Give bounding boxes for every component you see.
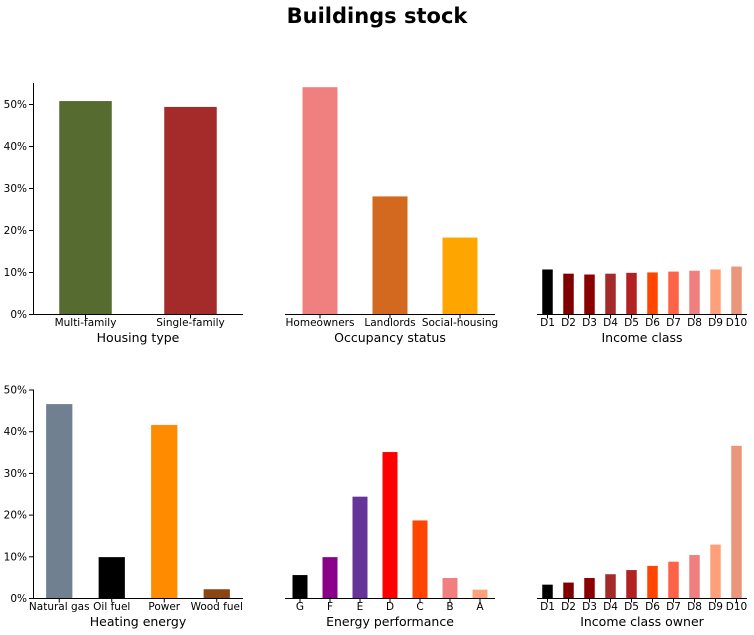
bar <box>647 272 658 314</box>
bar <box>605 273 616 314</box>
bar <box>164 106 217 314</box>
x-tick-label: G <box>296 601 304 613</box>
x-tick-label: Landlords <box>364 317 415 329</box>
x-axis-label: Heating energy <box>90 614 187 629</box>
x-tick-label: D9 <box>708 601 723 613</box>
x-tick-label: D2 <box>561 317 576 329</box>
x-tick-label: D7 <box>666 317 681 329</box>
bar <box>472 589 488 598</box>
x-axis-label: Income class owner <box>580 614 704 629</box>
y-tick-label: 40% <box>4 426 27 438</box>
y-tick-label: 10% <box>4 551 27 563</box>
x-axis-label: Energy performance <box>326 614 454 629</box>
bar <box>668 271 679 314</box>
x-tick-label: D10 <box>726 601 747 613</box>
x-tick-label: D3 <box>582 317 597 329</box>
y-tick-label: 20% <box>4 225 27 237</box>
x-tick-label: D1 <box>540 601 555 613</box>
x-tick-label: D5 <box>624 601 639 613</box>
x-tick-label: D7 <box>666 601 681 613</box>
x-tick-label: Oil fuel <box>93 601 130 613</box>
bar <box>689 555 700 598</box>
x-tick-label: D9 <box>708 317 723 329</box>
bar <box>59 101 112 314</box>
y-tick-label: 50% <box>4 385 27 397</box>
x-tick-label: D6 <box>645 317 660 329</box>
bar <box>563 582 574 598</box>
x-tick-label: Social-housing <box>422 317 498 329</box>
bar <box>542 584 553 598</box>
bar <box>442 237 478 314</box>
bar <box>352 496 368 598</box>
y-tick-label: 30% <box>4 183 27 195</box>
bar <box>731 445 742 598</box>
bar <box>689 270 700 314</box>
y-tick-label: 10% <box>4 267 27 279</box>
bar <box>322 557 338 598</box>
x-tick-label: D4 <box>603 601 618 613</box>
y-tick-label: 20% <box>4 510 27 522</box>
y-tick-label: 50% <box>4 99 27 111</box>
x-tick-label: B <box>446 601 453 613</box>
bar <box>584 274 595 314</box>
x-tick-label: D2 <box>561 601 576 613</box>
x-tick-label: Power <box>148 601 180 613</box>
x-tick-label: A <box>476 601 484 613</box>
bar <box>563 273 574 314</box>
bar <box>731 266 742 314</box>
x-tick-label: Homeowners <box>286 317 355 329</box>
y-tick-label: 0% <box>10 309 27 321</box>
x-tick-label: Multi-family <box>55 317 117 329</box>
x-tick-label: D10 <box>726 317 747 329</box>
x-tick-label: D3 <box>582 601 597 613</box>
x-tick-label: D8 <box>687 317 702 329</box>
x-tick-label: D1 <box>540 317 555 329</box>
bar <box>626 272 637 314</box>
bar <box>382 452 398 598</box>
y-tick-label: 30% <box>4 468 27 480</box>
bar <box>626 570 637 598</box>
chart-title: Buildings stock <box>286 4 468 28</box>
x-axis-label: Income class <box>602 330 683 345</box>
bar <box>668 561 679 598</box>
bar <box>98 557 125 598</box>
x-tick-label: Natural gas <box>29 601 90 613</box>
x-tick-label: Wood fuel <box>191 601 243 613</box>
x-tick-label: D4 <box>603 317 618 329</box>
bar <box>302 87 338 314</box>
x-tick-label: D5 <box>624 317 639 329</box>
bar <box>442 577 458 598</box>
bar <box>203 589 230 598</box>
x-axis-label: Housing type <box>97 330 180 345</box>
bar <box>542 269 553 314</box>
bar <box>710 269 721 314</box>
x-tick-label: F <box>327 601 333 613</box>
bar <box>710 544 721 598</box>
x-tick-label: D <box>386 601 394 613</box>
x-tick-label: E <box>357 601 364 613</box>
x-tick-label: C <box>416 601 423 613</box>
bar <box>584 577 595 598</box>
y-tick-label: 0% <box>10 593 27 605</box>
bar <box>605 574 616 598</box>
y-tick-label: 40% <box>4 141 27 153</box>
bar <box>647 565 658 598</box>
x-axis-label: Occupancy status <box>334 330 446 345</box>
bar <box>412 520 428 598</box>
bar <box>46 404 73 598</box>
bar <box>372 196 408 314</box>
x-tick-label: D8 <box>687 601 702 613</box>
bar <box>151 424 178 598</box>
x-tick-label: D6 <box>645 601 660 613</box>
bar <box>292 575 308 598</box>
x-tick-label: Single-family <box>156 317 224 329</box>
